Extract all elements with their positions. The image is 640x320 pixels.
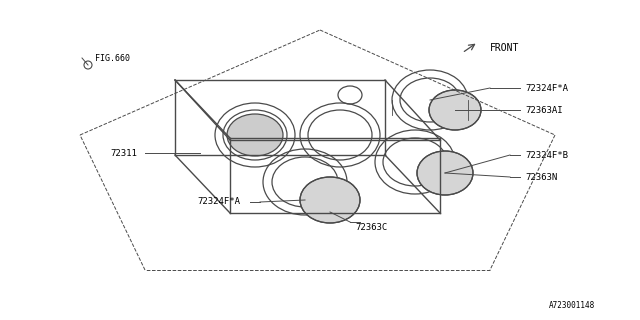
Text: 72363C: 72363C [355,223,387,233]
Ellipse shape [227,114,283,156]
Text: A723001148: A723001148 [548,300,595,309]
Text: FRONT: FRONT [490,43,520,53]
Ellipse shape [300,177,360,223]
Text: 72363N: 72363N [525,172,557,181]
Text: FIG.660: FIG.660 [95,53,130,62]
Text: 72363AI: 72363AI [525,106,563,115]
Ellipse shape [417,151,473,195]
Text: 72324F*B: 72324F*B [525,150,568,159]
Text: 72324F*A: 72324F*A [197,197,240,206]
Ellipse shape [429,90,481,130]
Text: 72311: 72311 [110,148,137,157]
Text: 72324F*A: 72324F*A [525,84,568,92]
